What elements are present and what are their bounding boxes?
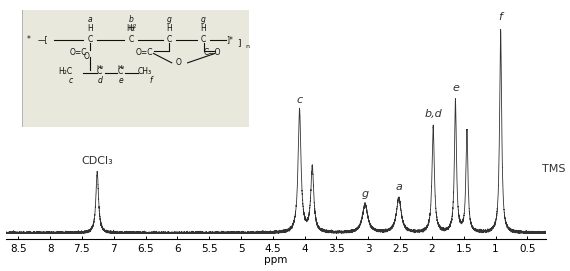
Text: CDCl₃: CDCl₃ <box>82 156 113 166</box>
Text: e: e <box>452 83 459 93</box>
Text: g: g <box>361 189 369 199</box>
Text: f: f <box>499 12 503 22</box>
Text: TMS: TMS <box>542 164 566 174</box>
Text: b,d: b,d <box>424 109 442 119</box>
Text: c: c <box>296 95 303 105</box>
Text: a: a <box>396 182 402 192</box>
X-axis label: ppm: ppm <box>264 256 288 265</box>
